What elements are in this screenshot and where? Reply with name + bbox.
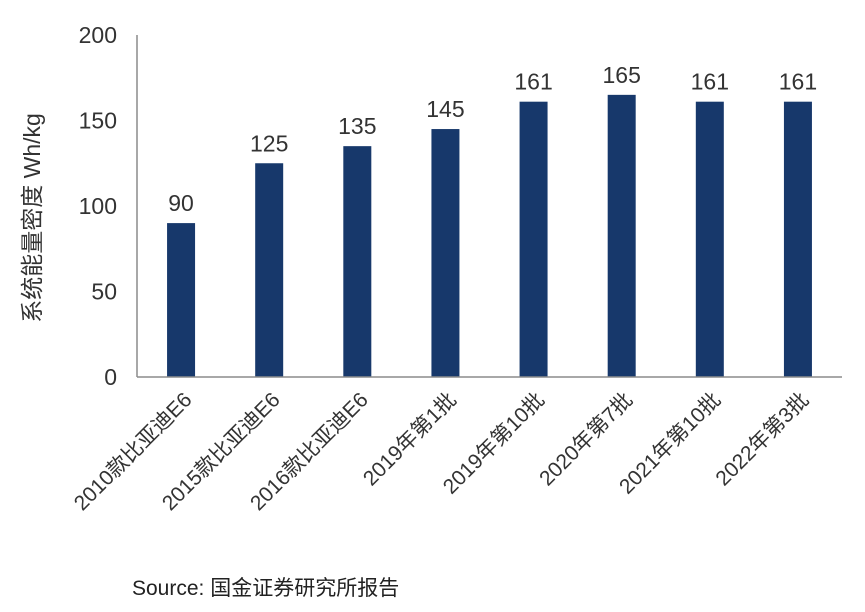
data-label: 90	[168, 190, 194, 216]
x-tick-label: 2022年第3批	[711, 388, 813, 490]
y-tick-label: 0	[104, 364, 117, 390]
bar	[343, 146, 372, 377]
bar	[695, 101, 724, 377]
data-labels: 90 125 135 145 161 165 161 161	[168, 62, 817, 216]
bar	[519, 101, 548, 377]
y-tick-label: 150	[79, 108, 117, 134]
data-label: 161	[514, 69, 552, 95]
y-axis: 0 50 100 150 200	[79, 22, 138, 390]
source-note: Source: 国金证券研究所报告	[132, 577, 400, 600]
bar	[431, 129, 460, 377]
x-axis: 2010款比亚迪E62015款比亚迪E62016款比亚迪E62019年第1批20…	[70, 376, 842, 515]
data-label: 125	[250, 130, 288, 156]
bar	[783, 101, 812, 377]
y-tick-label: 50	[91, 279, 117, 305]
data-label: 145	[426, 96, 464, 122]
data-label: 165	[603, 62, 641, 88]
data-label: 161	[779, 69, 817, 95]
y-tick-label: 100	[79, 193, 117, 219]
bar	[167, 223, 196, 377]
y-axis-label: 系统能量密度 Wh/kg	[19, 113, 45, 323]
bar	[255, 163, 284, 377]
data-label: 161	[691, 69, 729, 95]
bar	[607, 94, 636, 377]
bars	[167, 94, 812, 377]
data-label: 135	[338, 113, 376, 139]
y-tick-label: 200	[79, 22, 117, 48]
